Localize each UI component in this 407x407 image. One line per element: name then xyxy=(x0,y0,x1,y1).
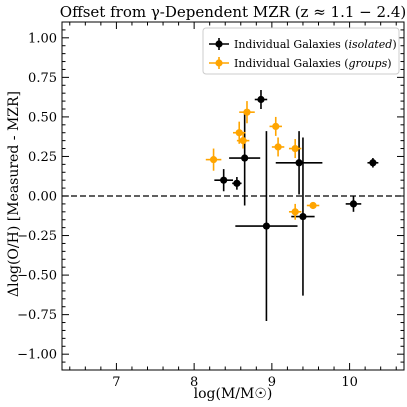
isolated-galaxy-point xyxy=(241,154,249,162)
y-tick-label: 0.75 xyxy=(28,71,57,86)
y-tick-label: −0.50 xyxy=(17,269,57,284)
group-galaxy-point xyxy=(291,208,299,216)
y-tick-label: −0.25 xyxy=(17,229,57,244)
y-tick-label: −1.00 xyxy=(17,348,57,363)
isolated-galaxy-point xyxy=(295,159,303,167)
group-galaxy-point xyxy=(239,137,247,145)
isolated-galaxy-point xyxy=(262,222,271,230)
legend-box xyxy=(202,27,400,75)
y-tick-label: 0.25 xyxy=(28,150,57,165)
legend-marker xyxy=(215,40,223,48)
group-galaxy-point xyxy=(274,143,282,151)
group-galaxy-point xyxy=(243,108,251,116)
isolated-galaxy-point xyxy=(349,200,358,208)
y-tick-label: −0.75 xyxy=(17,308,57,323)
legend: Individual Galaxies (isolated) Individual… xyxy=(202,27,400,75)
group-galaxy-point xyxy=(309,201,317,210)
legend-entry-label: Individual Galaxies (groups) xyxy=(234,57,392,70)
group-galaxy-point xyxy=(272,122,280,130)
chart-title: Offset from γ-Dependent MZR (z ≈ 1.1 − 2… xyxy=(60,3,406,21)
legend-marker xyxy=(215,59,223,67)
x-tick-label: 9 xyxy=(268,375,276,390)
isolated-galaxy-point xyxy=(220,176,228,184)
x-axis-label: log(M/M☉) xyxy=(194,386,273,402)
isolated-galaxy-point xyxy=(257,95,265,104)
y-tick-label: 0.50 xyxy=(28,110,57,125)
y-axis-label: Δlog(O/H) [Measured - MZR] xyxy=(6,91,22,297)
x-tick-label: 10 xyxy=(341,375,358,390)
x-tick-label: 8 xyxy=(190,375,198,390)
x-tick-label: 7 xyxy=(112,375,120,390)
group-galaxy-point xyxy=(209,156,218,164)
group-galaxy-point xyxy=(235,129,243,137)
isolated-galaxy-point xyxy=(299,212,307,221)
plot-area: 7 8 9 10 1.00 0.75 0.50 0.25 0.00 −0.25 −0.50 −0.75… xyxy=(17,21,405,390)
y-tick-label: 1.00 xyxy=(28,31,57,46)
isolated-galaxy-point xyxy=(369,159,377,167)
y-tick-label: 0.00 xyxy=(28,190,57,205)
group-galaxy-point xyxy=(291,144,299,153)
legend-entry-label: Individual Galaxies (isolated) xyxy=(234,38,397,51)
isolated-galaxy-point xyxy=(233,179,241,187)
